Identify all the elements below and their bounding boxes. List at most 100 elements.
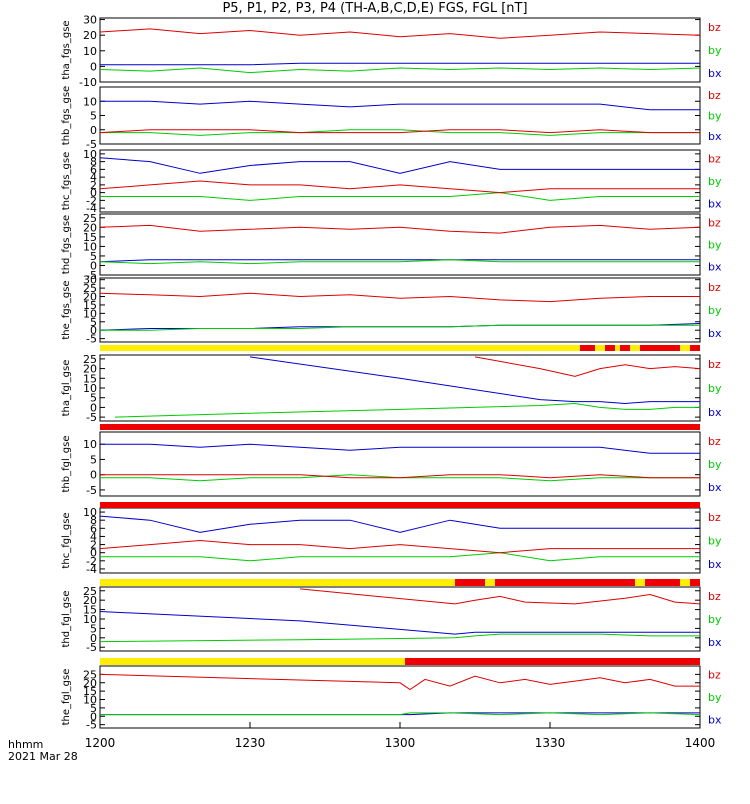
time-axis-title: hhmm [8,738,44,751]
y-tick-label: 10 [83,438,97,451]
y-tick-label: 0 [90,324,97,337]
y-tick-label: -2 [86,555,97,568]
panel-ylabel: thb_fgl_gse [61,436,72,493]
legend-label-bz: bz [708,669,721,682]
panel-frame [99,665,701,729]
series-line-bx [99,259,700,263]
legend-label-bx: bx [708,67,722,80]
legend-label-by: by [708,304,722,317]
series-line-bx [100,712,700,716]
y-tick-label: 20 [83,221,97,234]
y-tick-label: -5 [86,138,97,151]
y-tick-label: 25 [83,353,97,366]
y-tick-label: -10 [79,76,97,89]
y-tick-label: 10 [83,382,97,395]
panel-ylabel: thd_fgs_gse [61,215,72,274]
series-line-bx [99,157,700,174]
series-line-bx [100,443,700,454]
y-tick-label: 10 [83,95,97,108]
legend-label-bx: bx [708,406,722,419]
y-tick-label: 20 [83,677,97,690]
y-tick-label: 15 [83,604,97,617]
y-tick-label: 15 [83,231,97,244]
legend-label-bx: bx [708,636,722,649]
legend-label-by: by [708,613,722,626]
y-tick-label: 8 [90,514,97,527]
legend-label-by: by [708,458,722,471]
y-tick-label: 15 [83,299,97,312]
legend-label-bz: bz [708,511,721,524]
series-line-by [100,192,700,201]
status-bar-segment [640,345,680,351]
y-tick-label: 15 [83,685,97,698]
series-line-bz [299,588,701,605]
panel-ylabel: thb_fgs_gse [61,86,72,145]
series-line-by [100,712,701,716]
legend-label-bx: bx [708,130,722,143]
y-tick-label: 0 [90,401,97,414]
y-tick-label: 6 [90,522,97,535]
series-line-bz [100,474,700,479]
panel-ylabel: the_fgs_gse [61,280,72,339]
y-tick-label: 0 [90,124,97,137]
panel-frame [99,431,701,497]
status-bar-segment [635,579,645,586]
panel-frame [99,149,701,213]
y-tick-label: 15 [83,372,97,385]
y-tick-label: 0 [90,60,97,73]
y-tick-label: 20 [83,363,97,376]
legend-label-bx: bx [708,327,722,340]
y-tick-label: -4 [86,202,97,215]
status-bar-segment [455,579,485,586]
panel-ylabel: thc_fgl_gse [61,512,72,568]
legend-label-bz: bz [708,217,721,230]
status-bar-segment [495,579,635,586]
status-bar-segment [100,579,455,586]
series-line-by [100,324,700,331]
y-tick-label: 25 [83,212,97,225]
series-line-bx [99,611,700,635]
status-bar-segment [615,345,620,351]
series-line-by [114,402,700,418]
legend-label-bz: bz [708,281,721,294]
y-tick-label: -5 [86,269,97,282]
series-line-bx [100,100,700,111]
y-tick-label: 10 [83,506,97,519]
panel-frame [99,17,701,83]
y-tick-label: 0 [90,632,97,645]
status-bar-segment [680,345,690,351]
y-tick-label: 2 [90,179,97,192]
legend-label-by: by [708,239,722,252]
y-tick-label: 5 [90,250,97,263]
series-line-bx [99,515,700,533]
y-tick-label: -5 [86,719,97,732]
legend-label-bz: bz [708,590,721,603]
y-tick-label: 4 [90,171,97,184]
y-tick-label: 8 [90,156,97,169]
legend-label-bx: bx [708,558,722,571]
y-tick-label: 0 [90,547,97,560]
y-tick-label: -5 [86,484,97,497]
y-tick-label: 20 [83,594,97,607]
legend-label-bz: bz [708,435,721,448]
y-tick-label: 10 [83,45,97,58]
legend-label-by: by [708,110,722,123]
x-tick-label: 1330 [535,736,566,750]
series-line-bx [249,356,700,405]
y-tick-label: 5 [90,316,97,329]
status-bar-segment [100,658,405,665]
series-line-bz [99,292,700,303]
y-tick-label: -4 [86,563,97,576]
panel-frame [99,213,701,276]
y-tick-label: 5 [90,702,97,715]
legend-label-by: by [708,175,722,188]
legend-label-bx: bx [708,260,722,273]
y-tick-label: 2 [90,539,97,552]
x-tick-label: 1400 [685,736,716,750]
y-tick-label: 10 [83,307,97,320]
panel-frame [99,586,701,652]
y-tick-label: 25 [83,282,97,295]
series-line-by [99,67,701,74]
